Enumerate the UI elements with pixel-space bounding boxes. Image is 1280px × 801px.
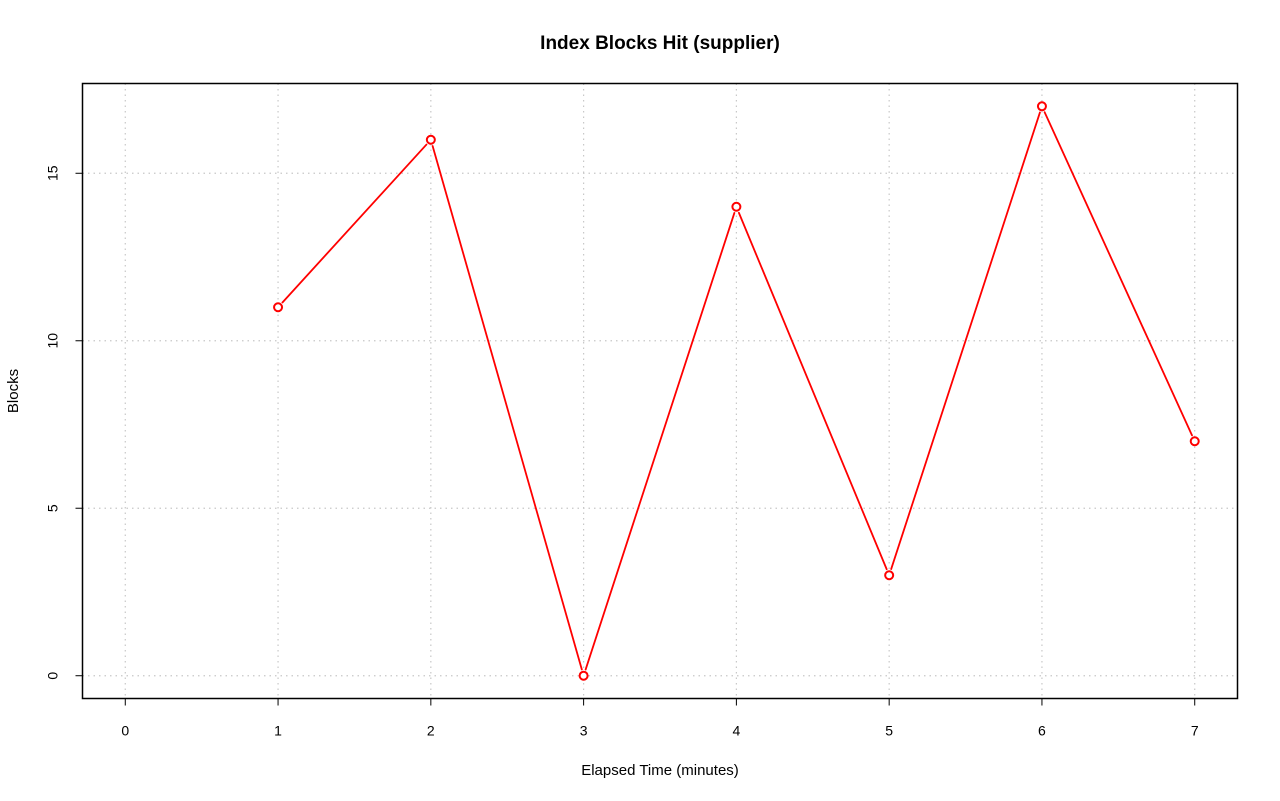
data-point [425,134,436,145]
y-axis-label: Blocks [5,369,22,413]
series-line-segment [1043,111,1193,437]
plot-frame [81,82,1239,700]
x-tick-label: 6 [1038,723,1046,739]
series-line-segment [431,145,583,671]
y-tick-label: 15 [45,165,61,181]
data-point [731,201,742,212]
series-line-segment [737,211,888,571]
x-tick-label: 3 [580,723,588,739]
y-tick-label: 5 [45,504,61,512]
data-point [578,670,589,681]
series-line-segment [890,111,1041,570]
data-point [884,570,895,581]
chart-title: Index Blocks Hit (supplier) [540,33,780,54]
x-tick-label: 1 [274,723,282,739]
y-tick-label: 0 [45,672,61,680]
x-tick-label: 5 [885,723,893,739]
x-tick-label: 7 [1191,723,1199,739]
y-axis: 0 5 10 15 [45,165,83,680]
series-line-segment [584,212,736,671]
x-tick-label: 2 [427,723,435,739]
series-line-segment [281,143,428,304]
x-tick-label: 4 [732,723,740,739]
y-tick-label: 10 [45,333,61,349]
data-point [1036,101,1047,112]
x-axis-label: Elapsed Time (minutes) [581,762,739,779]
x-axis: 0 1 2 3 4 5 6 7 [121,698,1199,739]
data-point [273,302,284,313]
grid [82,83,1238,699]
series-layer [273,101,1200,681]
data-point [1189,436,1200,447]
x-tick-label: 0 [121,723,129,739]
